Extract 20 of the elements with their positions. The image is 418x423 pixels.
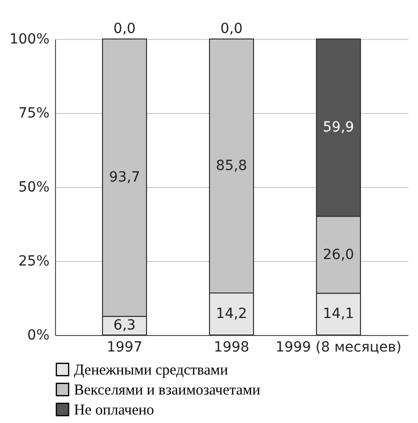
data-label: 14,2 (216, 306, 248, 322)
data-label: 0,0 (220, 21, 243, 37)
y-tick-label: 75% (18, 106, 50, 122)
x-tick-label: 1999 (8 месяцев) (275, 340, 402, 356)
legend-label: Не оплачено (74, 402, 154, 418)
data-label: 93,7 (108, 170, 140, 186)
y-tick-label: 0% (27, 328, 50, 344)
x-tick-label: 1997 (106, 340, 142, 356)
y-tick-label: 25% (18, 254, 50, 270)
data-label: 6,3 (113, 318, 136, 334)
legend-label: Векселями и взаимозачетами (74, 382, 260, 398)
legend-label: Денежными средствами (74, 362, 228, 378)
data-label: 14,1 (322, 306, 354, 322)
x-tick-label: 1998 (214, 340, 250, 356)
data-label: 26,0 (322, 246, 354, 263)
data-label: 85,8 (216, 158, 248, 174)
y-tick-label: 50% (18, 180, 50, 196)
data-label: 0,0 (113, 21, 136, 37)
y-tick-label: 100% (9, 32, 50, 48)
data-label: 59,9 (322, 120, 354, 136)
